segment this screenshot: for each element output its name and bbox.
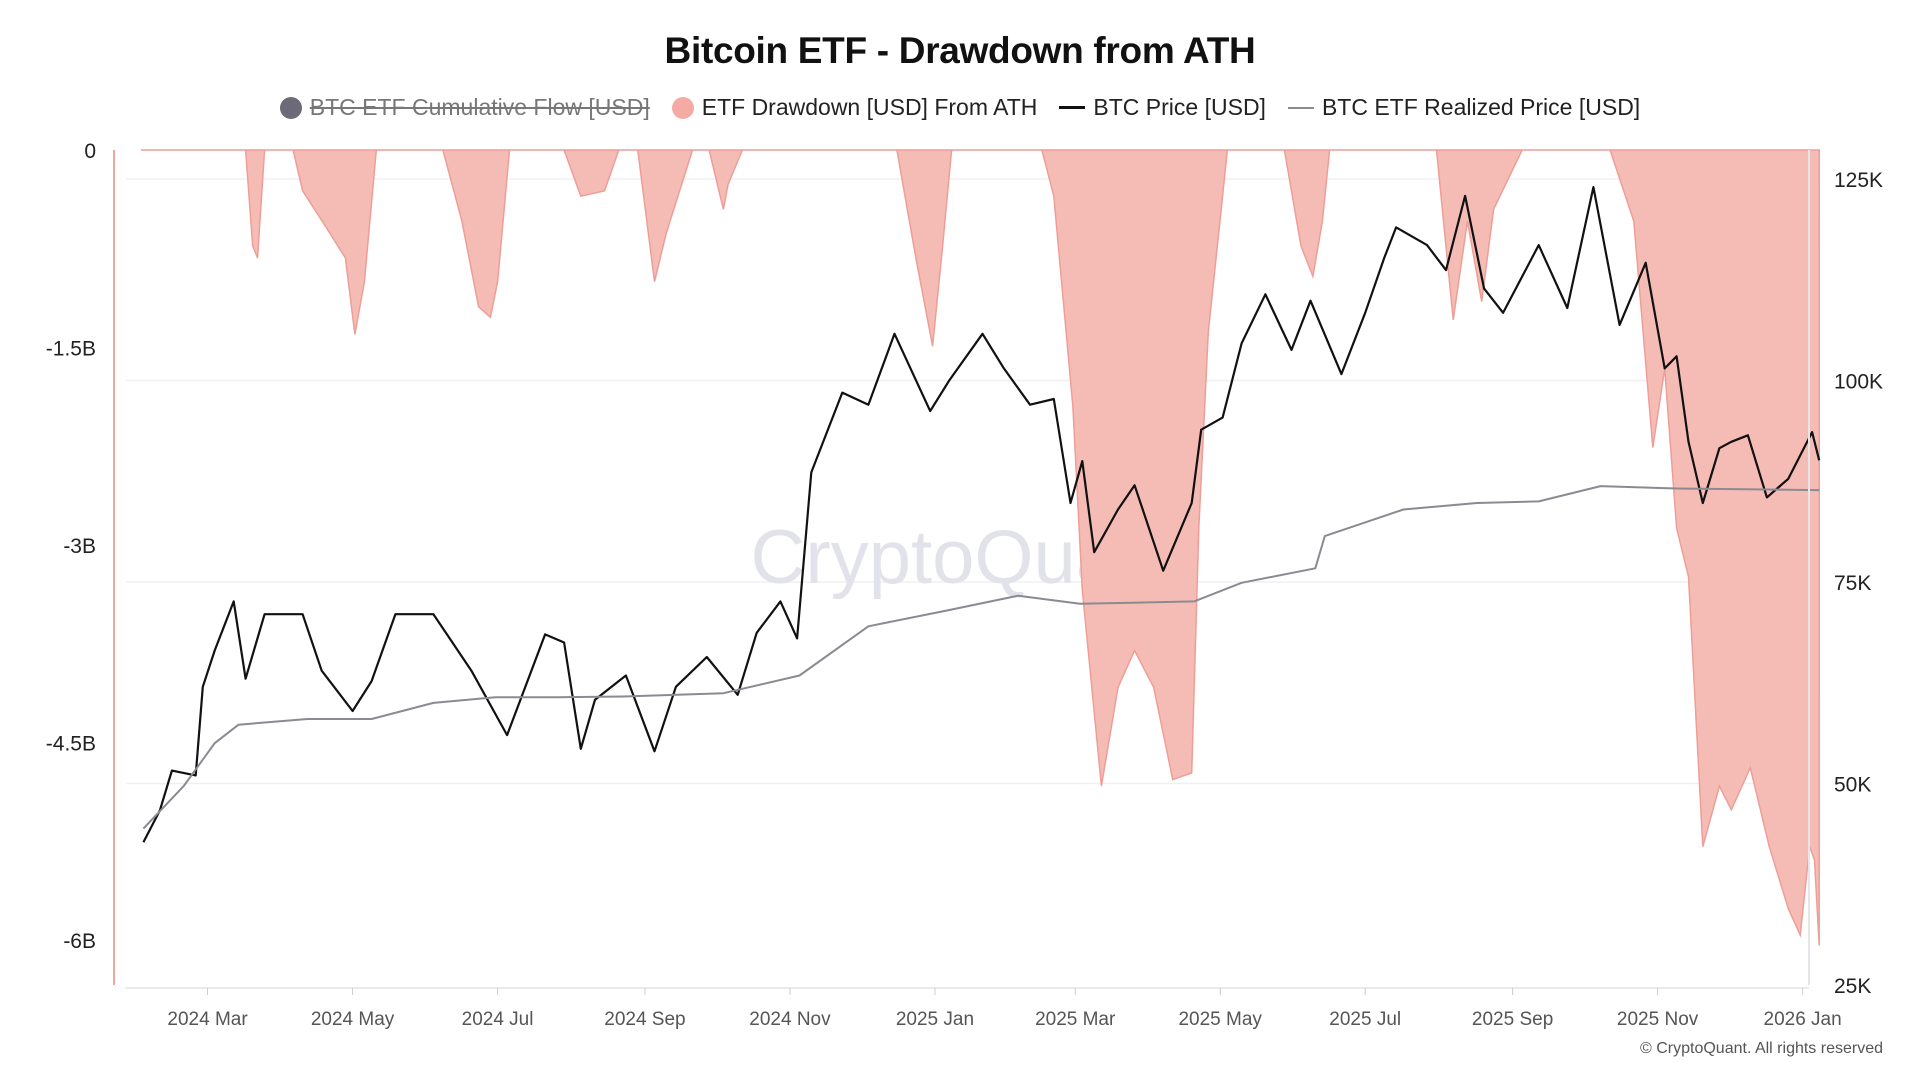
right-axis-tick-label: 25K xyxy=(1834,975,1871,998)
x-axis-tick-label: 2025 Jul xyxy=(1329,1009,1401,1030)
right-axis-tick-label: 100K xyxy=(1834,371,1883,394)
legend-line-icon xyxy=(1059,106,1086,109)
x-axis-tick-label: 2024 Jul xyxy=(462,1009,534,1030)
x-axis-tick-label: 2024 May xyxy=(311,1009,395,1030)
x-axis-tick-label: 2025 Mar xyxy=(1035,1009,1116,1030)
left-axis-tick-label: -1.5B xyxy=(46,338,96,361)
legend-dot-icon xyxy=(279,96,302,119)
left-axis-tick-label: -4.5B xyxy=(46,733,96,756)
right-axis-tick-label: 125K xyxy=(1834,169,1883,192)
x-axis-tick-label: 2024 Nov xyxy=(749,1009,831,1030)
btc-price-line xyxy=(142,186,1821,843)
legend-label: BTC Price [USD] xyxy=(1093,94,1266,120)
x-axis-tick-label: 2025 Sep xyxy=(1472,1009,1553,1030)
copyright: © CryptoQuant. All rights reserved xyxy=(1640,1040,1883,1057)
x-axis-tick-label: 2025 May xyxy=(1178,1009,1262,1030)
realized-price-line xyxy=(142,485,1820,830)
left-axis-tick-label: -6B xyxy=(63,930,96,953)
x-axis-tick-label: 2025 Nov xyxy=(1617,1009,1699,1030)
x-axis-tick-label: 2024 Mar xyxy=(167,1009,248,1030)
legend-item-realized-price[interactable]: BTC ETF Realized Price [USD] xyxy=(1287,94,1641,121)
left-axis-tick-label: 0 xyxy=(84,140,96,163)
x-axis-tick-label: 2024 Sep xyxy=(604,1009,685,1030)
legend: BTC ETF Cumulative Flow [USD] ETF Drawdo… xyxy=(0,94,1920,121)
left-axis-tick-label: -3B xyxy=(63,535,96,558)
x-axis-tick-label: 2025 Jan xyxy=(896,1009,974,1030)
legend-label: ETF Drawdown [USD] From ATH xyxy=(701,94,1038,120)
legend-label: BTC ETF Cumulative Flow [USD] xyxy=(309,94,650,120)
legend-item-btc-price[interactable]: BTC Price [USD] xyxy=(1059,94,1266,121)
drawdown-area xyxy=(141,149,1821,946)
legend-line-icon xyxy=(1287,106,1314,109)
legend-label: BTC ETF Realized Price [USD] xyxy=(1321,94,1641,120)
chart-title: Bitcoin ETF - Drawdown from ATH xyxy=(664,30,1256,71)
right-axis-tick-label: 75K xyxy=(1834,572,1871,595)
legend-dot-icon xyxy=(671,96,694,119)
legend-item-drawdown[interactable]: ETF Drawdown [USD] From ATH xyxy=(671,94,1038,121)
right-axis-tick-label: 50K xyxy=(1834,774,1871,797)
legend-item-cumulative-flow[interactable]: BTC ETF Cumulative Flow [USD] xyxy=(279,94,650,121)
x-axis-tick-label: 2026 Jan xyxy=(1764,1009,1842,1030)
